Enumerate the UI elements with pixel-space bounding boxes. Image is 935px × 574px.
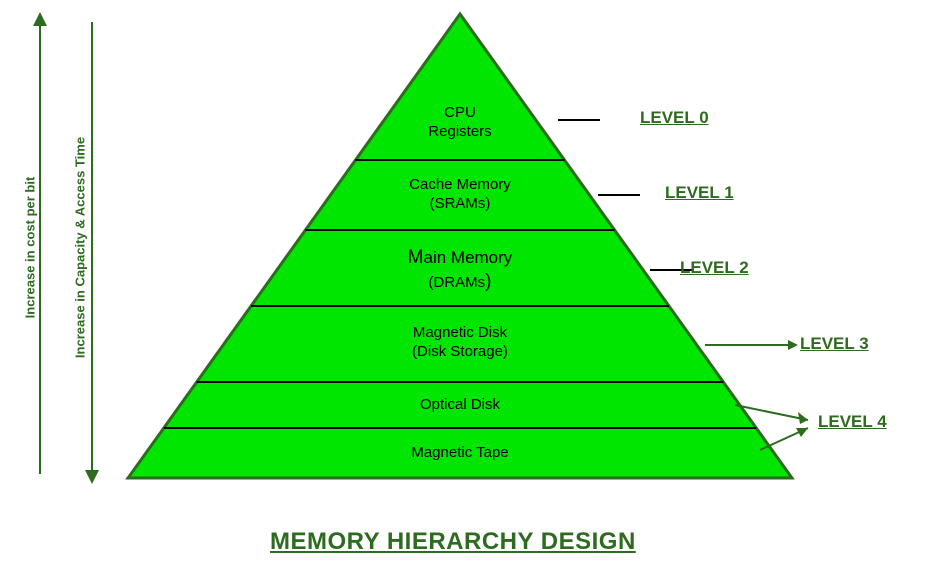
tier-2-line1-rest: ain Memory xyxy=(424,248,513,267)
level-0-label: LEVEL 0 xyxy=(640,108,709,128)
tier-3-line2: (Disk Storage) xyxy=(412,343,508,360)
level-2-label: LEVEL 2 xyxy=(680,258,749,278)
tier-1-line2: (SRAMs) xyxy=(430,195,491,212)
tier-3-label: Magnetic Disk (Disk Storage) xyxy=(360,324,560,362)
tier-2-line2: (DRAMs) xyxy=(429,274,492,291)
level-3-arrow-shaft xyxy=(705,344,790,346)
level-4-label: LEVEL 4 xyxy=(818,412,887,432)
tier-2-label: Main Memory (DRAMs) xyxy=(360,246,560,294)
level-3-label: LEVEL 3 xyxy=(800,334,869,354)
tier-5-line1: Magnetic Tape xyxy=(411,444,508,461)
tier-3-line1: Magnetic Disk xyxy=(413,324,507,341)
tier-4-line1: Optical Disk xyxy=(420,396,500,413)
tier-5-label: Magnetic Tape xyxy=(360,444,560,463)
tier-1-label: Cache Memory (SRAMs) xyxy=(360,176,560,214)
level-1-tick xyxy=(598,194,640,196)
tier-4-label: Optical Disk xyxy=(360,396,560,415)
level-0-tick xyxy=(558,119,600,121)
tier-0-label: CPU Registers xyxy=(360,104,560,142)
tier-1-line1: Cache Memory xyxy=(409,176,511,193)
tier-0-line2: Registers xyxy=(428,123,491,140)
level-1-label: LEVEL 1 xyxy=(665,183,734,203)
tier-0-line1: CPU xyxy=(444,104,476,121)
level-3-arrow-head xyxy=(788,340,798,350)
diagram-title: MEMORY HIERARCHY DESIGN xyxy=(270,528,636,556)
